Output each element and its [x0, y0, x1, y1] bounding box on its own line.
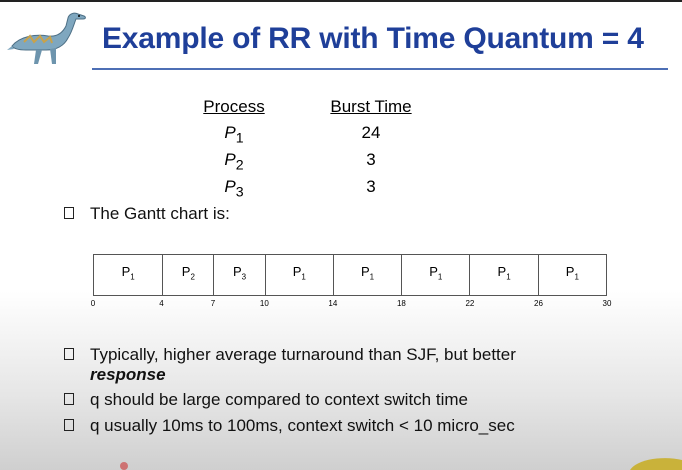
- process-column: Process P1 P2 P3: [196, 95, 272, 200]
- gantt-segment-label: P1: [121, 264, 135, 282]
- gantt-segment: P1: [94, 255, 162, 295]
- process-cell: P3: [224, 177, 244, 201]
- burst-cell: 3: [366, 150, 376, 169]
- gantt-tick-label: 14: [328, 299, 338, 308]
- bullet-text: Typically, higher average turnaround tha…: [90, 345, 516, 364]
- top-border: [0, 0, 682, 2]
- bullet-quantum-range: q usually 10ms to 100ms, context switch …: [64, 416, 515, 436]
- title-underline: [92, 68, 668, 70]
- bullet-turnaround: Typically, higher average turnaround tha…: [64, 345, 516, 384]
- gantt-tick-label: 4: [159, 299, 164, 308]
- burst-cell: 3: [366, 177, 376, 196]
- gantt-segment-label: P1: [360, 264, 375, 282]
- gantt-tick-label: 0: [90, 299, 96, 308]
- burst-header: Burst Time: [330, 97, 412, 116]
- process-cell: P1: [224, 123, 244, 147]
- decorative-dot: [120, 462, 128, 470]
- gantt-tick-label: 18: [396, 299, 406, 308]
- gantt-segment: P2: [162, 255, 213, 295]
- gantt-chart: P1 P2 P3 P1 P1 P1 P1 P1: [93, 254, 607, 296]
- gantt-segment-label: P1: [565, 264, 579, 282]
- gantt-segment-label: P1: [429, 264, 443, 282]
- gantt-tick-label: 10: [259, 299, 269, 308]
- gantt-segment-label: P3: [232, 264, 247, 282]
- dinosaur-icon: [7, 12, 86, 64]
- gantt-segment: P1: [537, 255, 606, 295]
- corner-decoration-icon: [630, 458, 682, 470]
- gantt-tick-label: 22: [465, 299, 475, 308]
- gantt-segment-label: P1: [292, 264, 306, 282]
- gantt-tick-label: 30: [602, 299, 612, 308]
- square-bullet-icon: [64, 206, 74, 219]
- gantt-segment: P1: [332, 255, 401, 295]
- gantt-segment: P1: [264, 255, 333, 295]
- bullet-quantum-size: q should be large compared to context sw…: [64, 390, 468, 410]
- process-header: Process: [203, 97, 265, 116]
- square-bullet-icon: [64, 418, 74, 431]
- gantt-time-axis: 0 4 7 10 14 18 22 26 30: [90, 299, 612, 313]
- gantt-segment-label: P2: [181, 264, 195, 282]
- process-cell: P2: [224, 150, 244, 174]
- gantt-segment: P3: [213, 255, 264, 295]
- gantt-segment: P1: [401, 255, 469, 295]
- burst-column: Burst Time 24 3 3: [322, 95, 420, 200]
- gantt-segment: P1: [469, 255, 537, 295]
- square-bullet-icon: [64, 347, 74, 360]
- square-bullet-icon: [64, 392, 74, 405]
- gantt-tick-label: 26: [534, 299, 543, 308]
- burst-cell: 24: [361, 123, 381, 142]
- gantt-tick-label: 7: [210, 299, 216, 308]
- slide-title: Example of RR with Time Quantum = 4: [102, 22, 644, 55]
- gantt-segment-label: P1: [497, 264, 511, 282]
- emphasis-text: response: [90, 365, 166, 384]
- bullet-gantt-intro: The Gantt chart is:: [64, 204, 230, 224]
